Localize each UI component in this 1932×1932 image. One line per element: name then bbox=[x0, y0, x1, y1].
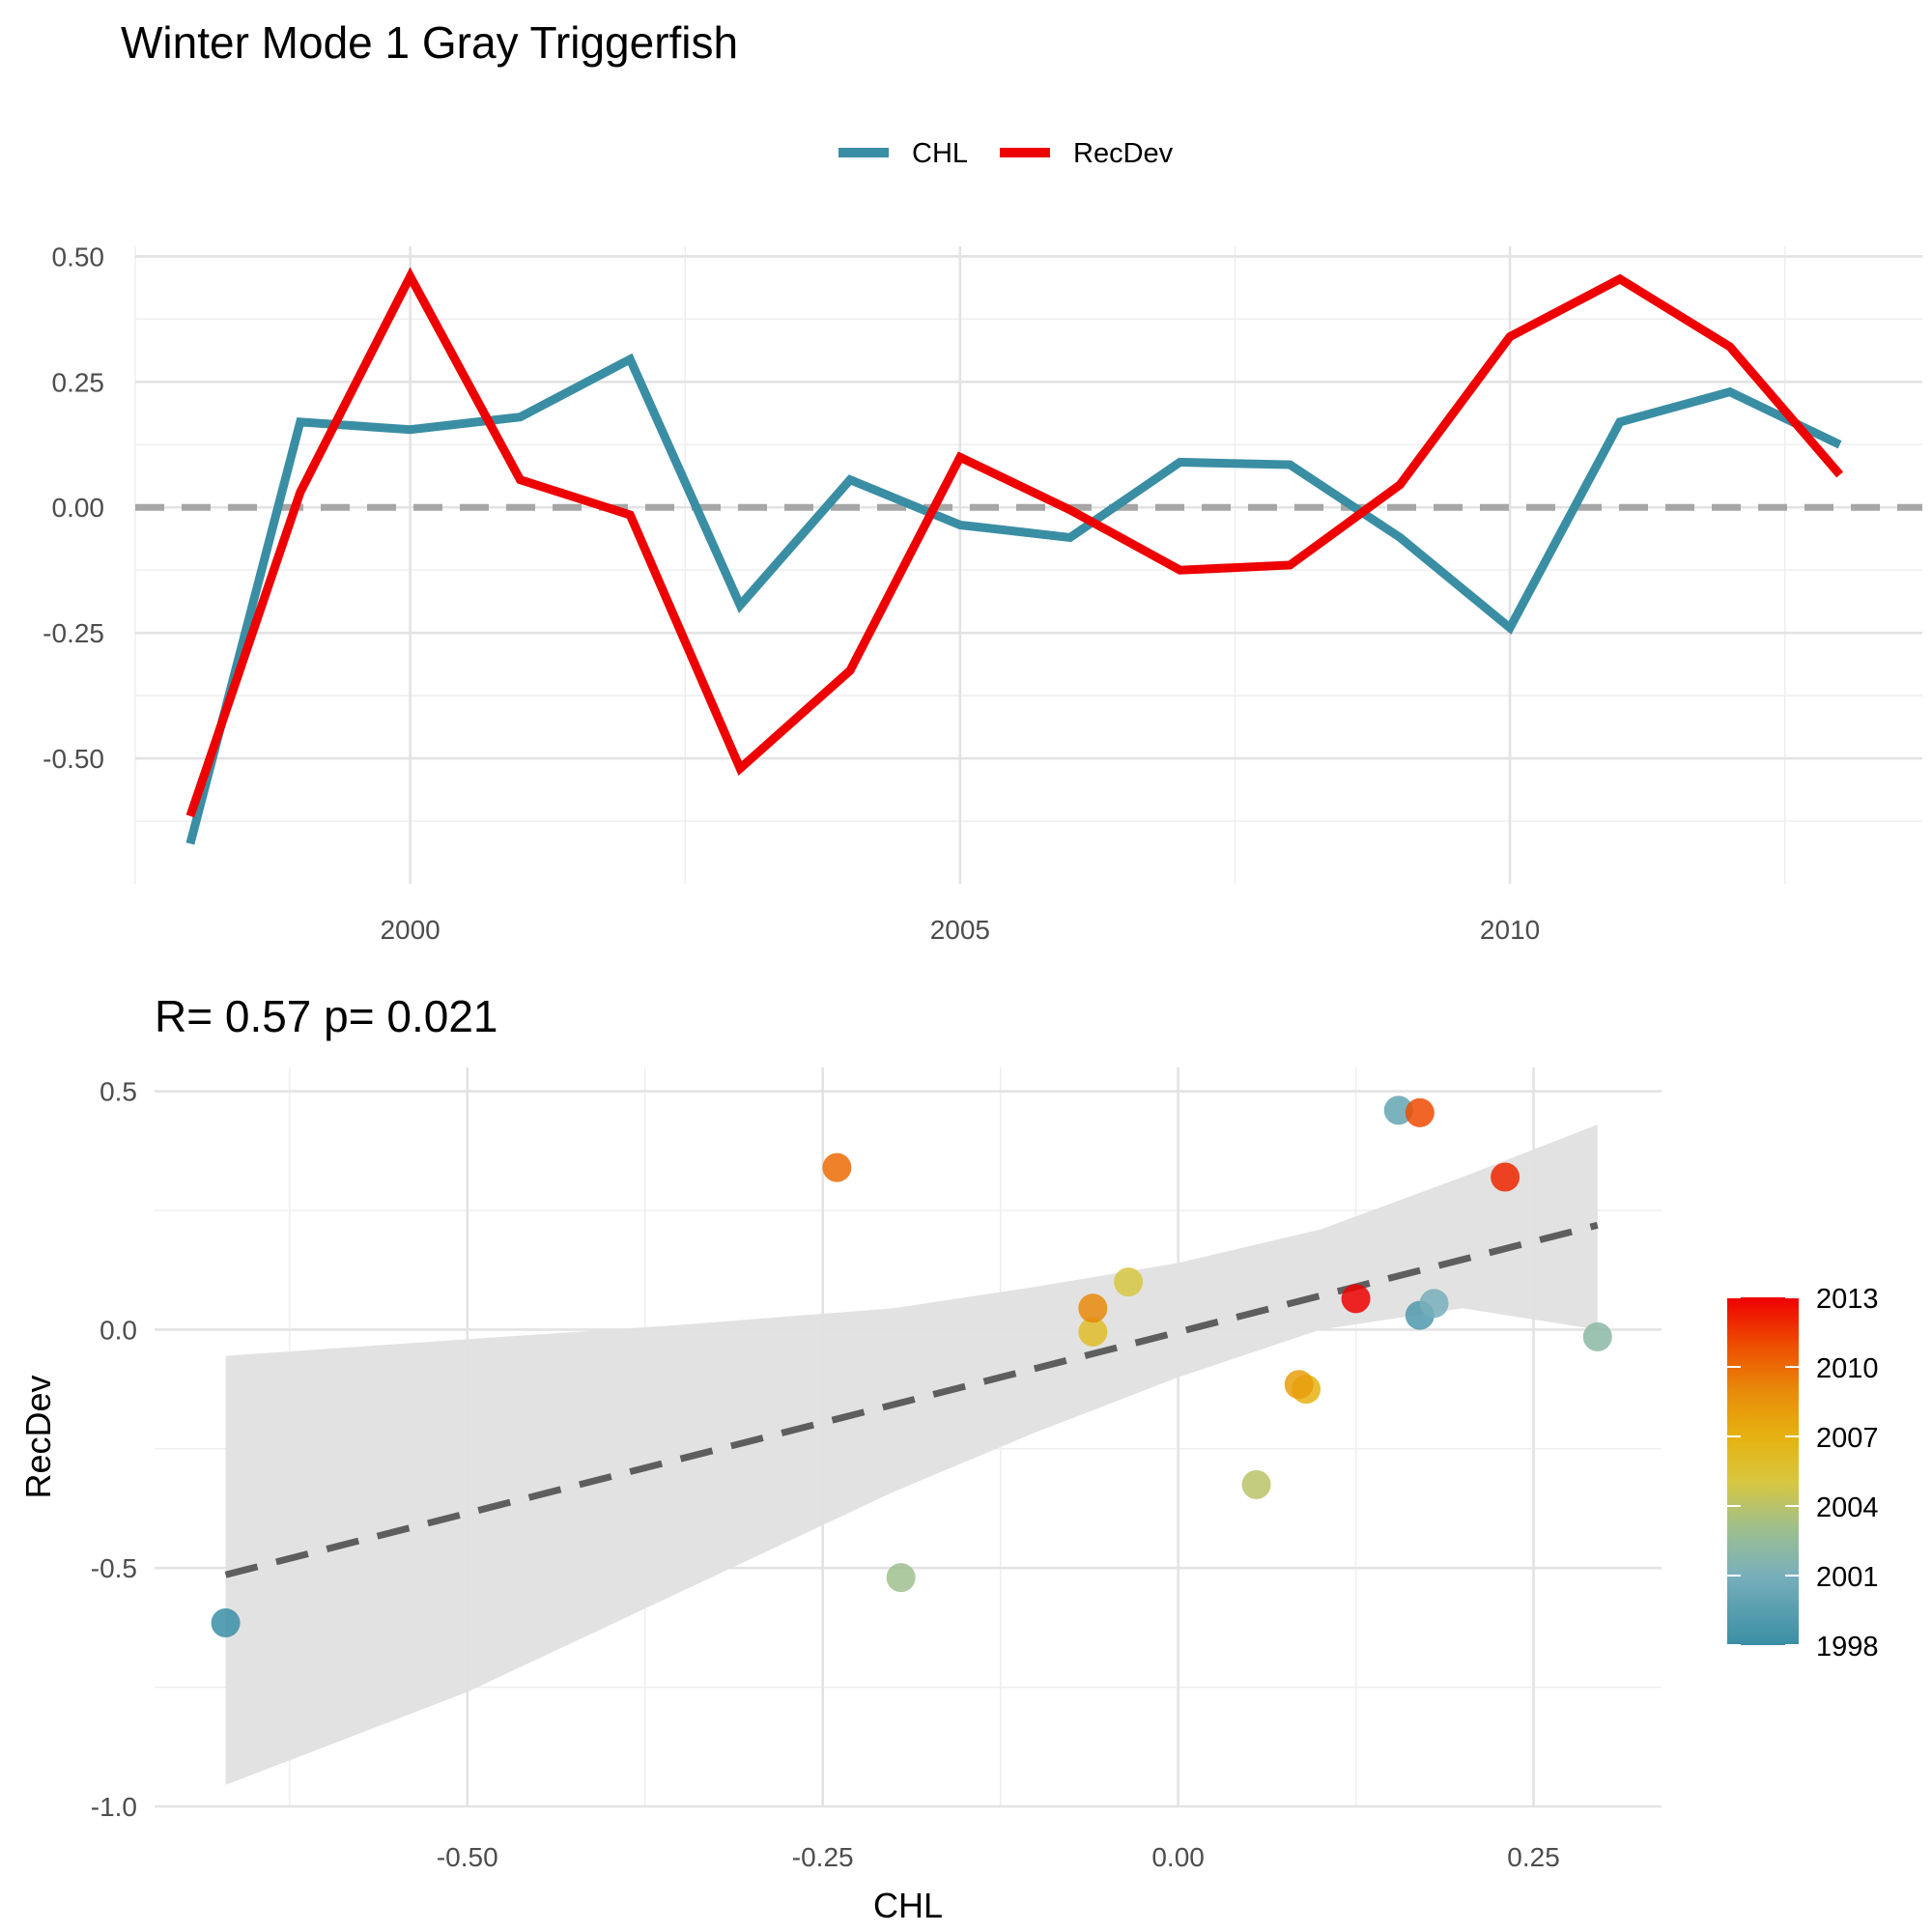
line-chart: 0.50 0.25 0.00 -0.25 -0.50 2000 2005 2010 bbox=[43, 242, 1922, 945]
colorbar-gradient bbox=[1727, 1297, 1799, 1645]
line-legend: CHL RecDev bbox=[838, 138, 1174, 169]
y-tick-label: 0.0 bbox=[99, 1315, 137, 1345]
colorbar-label: 2001 bbox=[1816, 1562, 1879, 1593]
y-axis-label: RecDev bbox=[18, 1375, 58, 1498]
legend-label: RecDev bbox=[1073, 138, 1174, 169]
x-tick-label: 2010 bbox=[1480, 915, 1540, 945]
scatter-point-2006 bbox=[1078, 1317, 1108, 1347]
scatter-point-2003 bbox=[886, 1563, 916, 1593]
x-axis-label: CHL bbox=[873, 1886, 943, 1925]
scatter-point-2005 bbox=[1114, 1267, 1144, 1297]
scatter-point-2010 bbox=[822, 1152, 852, 1182]
confidence-ribbon bbox=[225, 1124, 1598, 1785]
scatter-point-2012 bbox=[1491, 1162, 1520, 1192]
colorbar-label: 2007 bbox=[1816, 1423, 1879, 1454]
y-tick-label: -1.0 bbox=[91, 1792, 137, 1822]
y-tick-label: 0.00 bbox=[52, 493, 105, 523]
scatter-point-2002 bbox=[1582, 1321, 1612, 1351]
x-tick-label: 2000 bbox=[380, 915, 440, 945]
y-tick-label: -0.5 bbox=[91, 1553, 137, 1583]
scatter-point-2009 bbox=[1078, 1293, 1108, 1323]
series-line-recdev bbox=[185, 267, 1844, 818]
x-tick-label: 0.25 bbox=[1507, 1842, 1560, 1872]
y-tick-label: -0.50 bbox=[43, 744, 104, 774]
chart-title: Winter Mode 1 Gray Triggerfish bbox=[121, 17, 738, 68]
regression-line bbox=[224, 1221, 1599, 1578]
legend-label: CHL bbox=[912, 138, 968, 169]
x-tick-label: 2005 bbox=[930, 915, 990, 945]
y-tick-label: 0.5 bbox=[99, 1077, 137, 1107]
scatter-point-2008 bbox=[1284, 1370, 1314, 1400]
scatter-point-2011 bbox=[1405, 1097, 1435, 1127]
scatter-chart: 0.5 0.0 -0.5 -1.0 -0.50 -0.25 0.00 0.25 CHL RecDe… bbox=[18, 1067, 1662, 1925]
colorbar-label: 1998 bbox=[1816, 1632, 1879, 1662]
scatter-point-2000 bbox=[1383, 1095, 1413, 1125]
x-tick-label: -0.25 bbox=[792, 1842, 854, 1872]
colorbar-label: 2004 bbox=[1816, 1492, 1879, 1523]
colorbar-label: 2010 bbox=[1816, 1353, 1879, 1384]
scatter-point-2001 bbox=[1419, 1289, 1449, 1319]
scatter-point-2013 bbox=[1341, 1284, 1371, 1314]
x-tick-label: 0.00 bbox=[1151, 1842, 1205, 1872]
scatter-point-1998 bbox=[211, 1607, 241, 1637]
series-line-chl bbox=[185, 353, 1842, 845]
x-tick-label: -0.50 bbox=[437, 1842, 498, 1872]
y-tick-label: 0.50 bbox=[52, 242, 105, 271]
year-colorbar: 2013 2010 2007 2004 2001 1998 bbox=[1727, 1284, 1879, 1662]
y-tick-label: -0.25 bbox=[43, 618, 104, 648]
y-tick-label: 0.25 bbox=[52, 367, 105, 397]
scatter-title: R= 0.57 p= 0.021 bbox=[155, 991, 498, 1041]
scatter-point-2004 bbox=[1241, 1469, 1271, 1499]
colorbar-label: 2013 bbox=[1816, 1284, 1879, 1315]
